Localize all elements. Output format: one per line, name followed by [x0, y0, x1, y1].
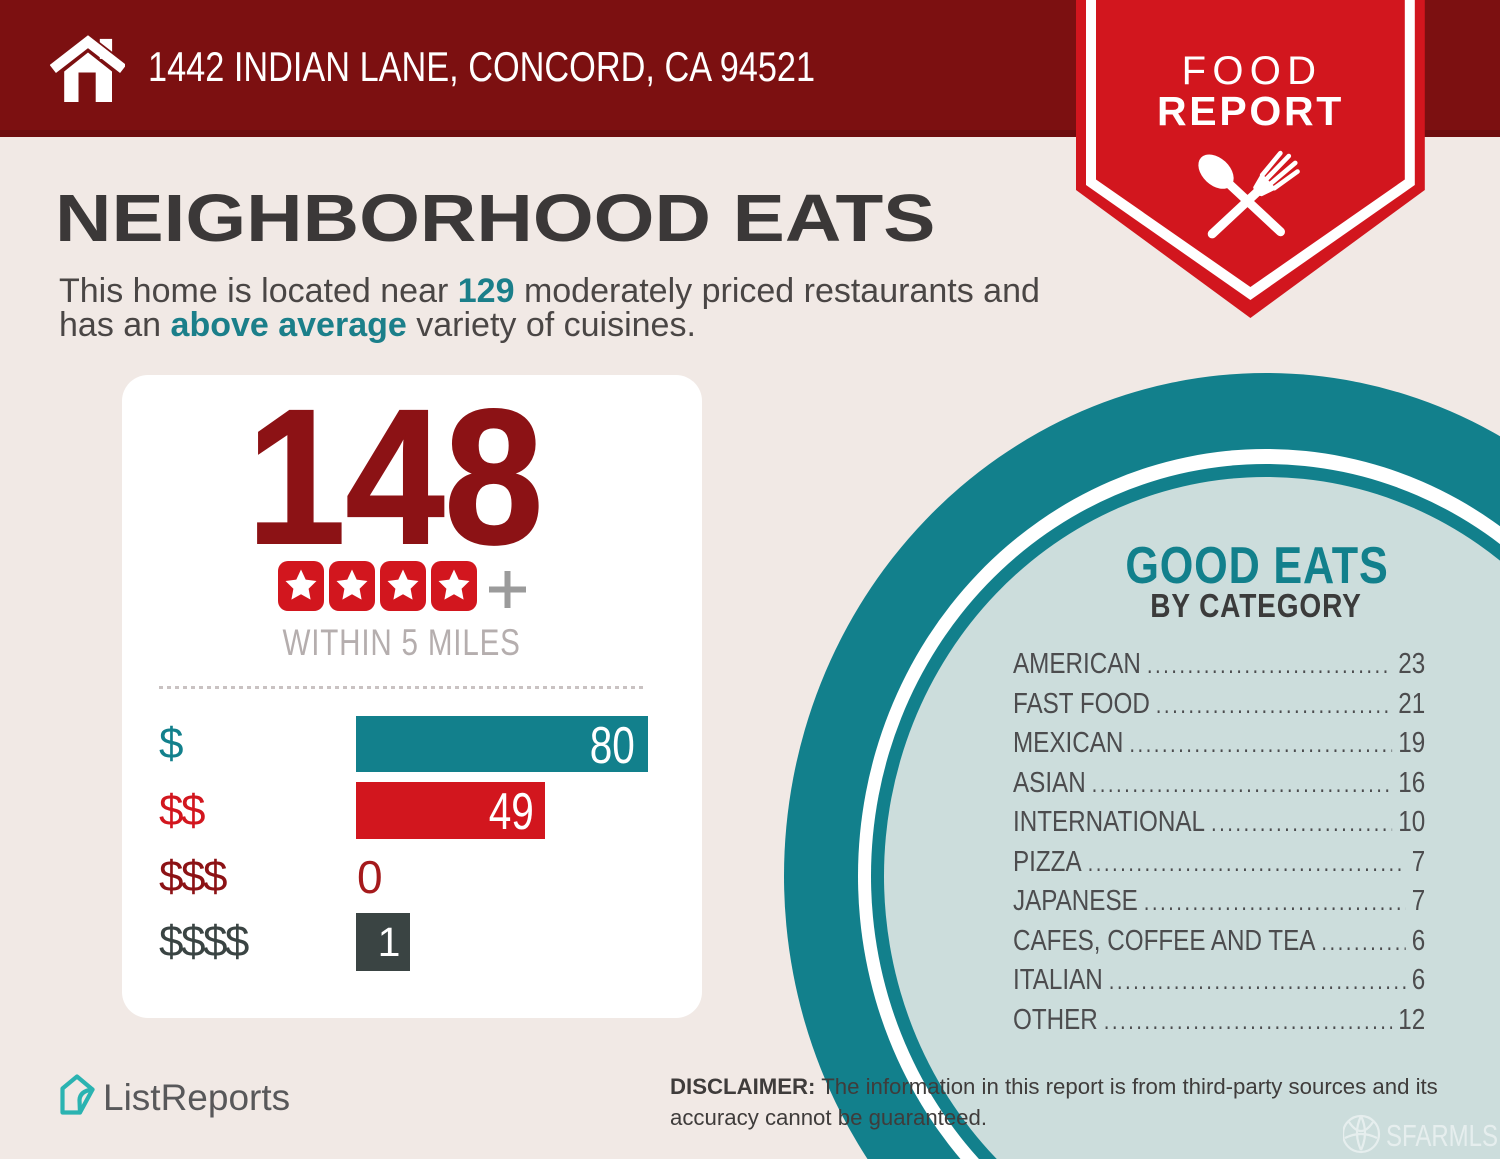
svg-text:FOOD: FOOD	[1182, 49, 1323, 93]
svg-text:REPORT: REPORT	[1157, 88, 1344, 134]
svg-text:SFARMLS: SFARMLS	[1386, 1118, 1498, 1153]
